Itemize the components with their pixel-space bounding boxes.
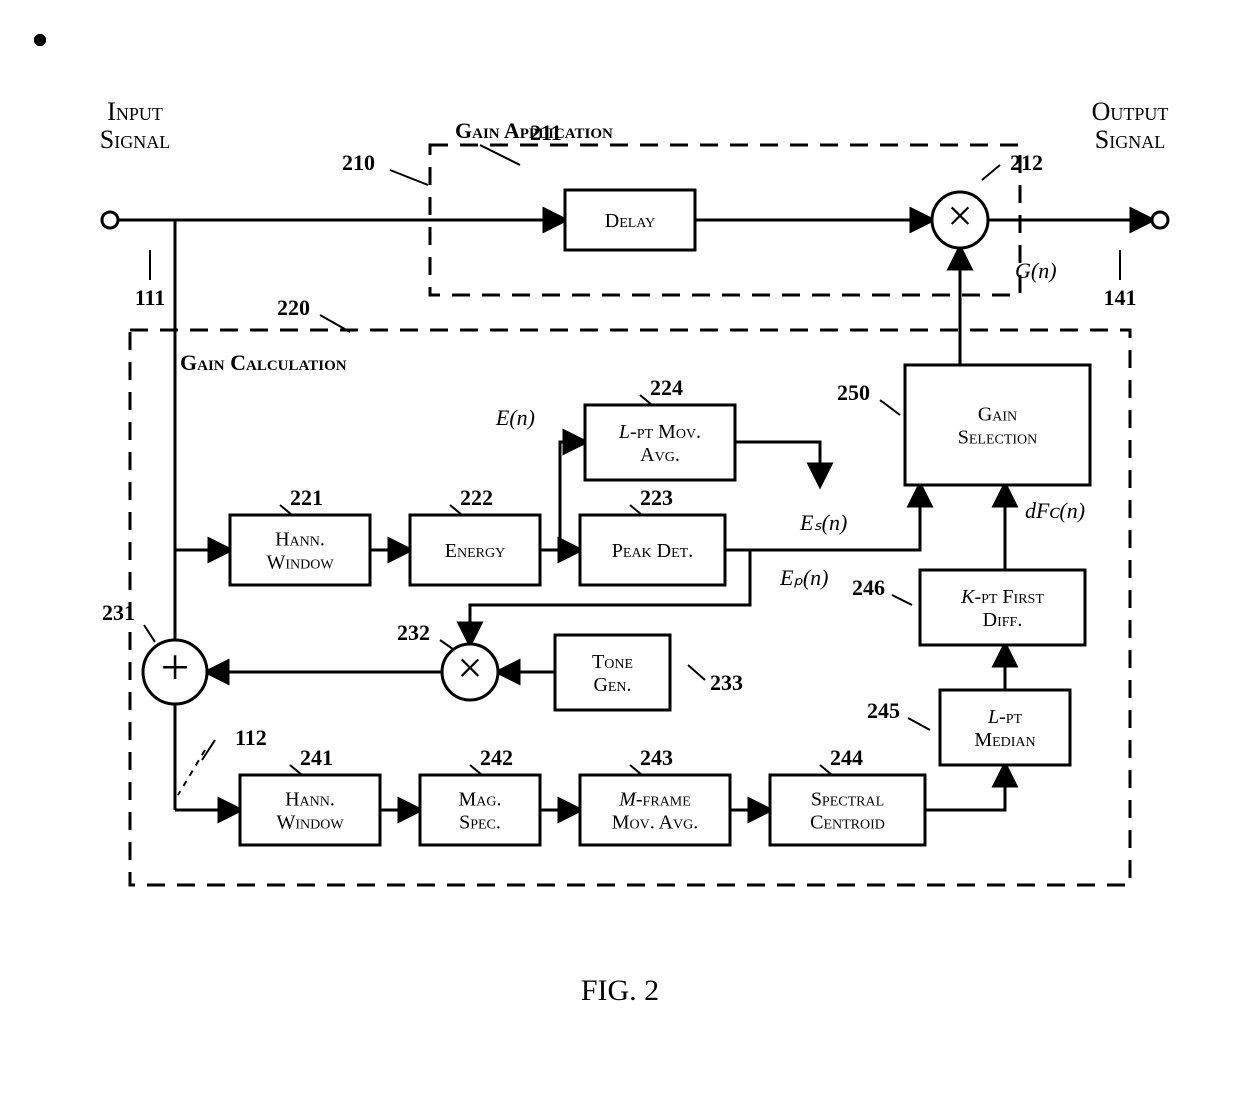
op-mult212-sym: ×	[947, 191, 972, 241]
edge-9	[735, 442, 820, 485]
block-mframe-line1: Mov. Avg.	[612, 812, 699, 834]
text-refs-r243: 243	[640, 745, 673, 770]
text-refs-r233: 233	[710, 670, 743, 695]
text-refs-r222: 222	[460, 485, 493, 510]
block-energy-line0: Energy	[445, 540, 505, 562]
op-mult232-sym: ×	[457, 643, 482, 693]
ref-tick-2	[982, 165, 1000, 180]
text-labels-Esn: Eₛ(n)	[799, 510, 847, 535]
text-refs-r141: 141	[1104, 285, 1137, 310]
text-refs-r112: 112	[235, 725, 267, 750]
ref-tick-16	[880, 400, 900, 415]
block-kfd-line1: Diff.	[983, 609, 1023, 631]
text-labels-input_top: Input	[107, 97, 163, 126]
block-spec-line1: Centroid	[810, 812, 885, 834]
text-refs-r212: 212	[1010, 150, 1043, 175]
ref-tick-9	[688, 665, 705, 680]
block-mag-line0: Mag.	[458, 789, 501, 811]
block-delay-line0: Delay	[605, 210, 655, 232]
text-labels-gain_calc: Gain Calculation	[180, 350, 347, 375]
port-in	[102, 212, 118, 228]
text-labels-Epn: Eₚ(n)	[779, 565, 829, 590]
edge-19	[925, 765, 1005, 810]
text-refs-r242: 242	[480, 745, 513, 770]
text-refs-r223: 223	[640, 485, 673, 510]
junction-5	[34, 34, 46, 46]
text-refs-r210: 210	[342, 150, 375, 175]
block-diagram: DelayGainSelectionHann.WindowEnergyPeak …	[0, 0, 1240, 1107]
ref-tick-0	[390, 170, 428, 185]
ref-112-dash	[178, 750, 205, 795]
op-add231-sym: +	[161, 639, 190, 696]
text-labels-Gn: G(n)	[1015, 258, 1057, 283]
block-tone-line1: Gen.	[593, 674, 631, 696]
block-kfd-line0: K-pt First	[960, 586, 1044, 608]
block-hann2-line0: Hann.	[285, 789, 335, 811]
block-tone-line0: Tone	[592, 651, 633, 673]
text-refs-r250: 250	[837, 380, 870, 405]
block-spec-line0: Spectral	[811, 789, 884, 811]
text-refs-r211: 211	[530, 120, 562, 145]
text-refs-r244: 244	[830, 745, 863, 770]
figure-label: FIG. 2	[581, 974, 659, 1007]
text-refs-r224: 224	[650, 375, 683, 400]
block-lmed-line0: L-pt	[987, 706, 1023, 728]
text-refs-r246: 246	[852, 575, 885, 600]
ref-tick-1	[480, 145, 520, 165]
text-refs-r232: 232	[397, 620, 430, 645]
block-hann2-line1: Window	[276, 812, 344, 834]
block-gain_sel-line1: Selection	[958, 427, 1038, 449]
block-hann1-line0: Hann.	[275, 529, 325, 551]
text-labels-dFc: dFᴄ(n)	[1025, 498, 1085, 523]
ref-tick-14	[908, 718, 930, 730]
text-refs-r111: 111	[135, 285, 166, 310]
block-mag-line1: Spec.	[459, 812, 501, 834]
block-lmov-line1: Avg.	[640, 444, 680, 466]
text-labels-output_top: Output	[1092, 97, 1169, 126]
block-lmov-line0: L-pt Mov.	[618, 421, 701, 443]
text-refs-r231: 231	[102, 600, 135, 625]
text-labels-output_bot: Signal	[1095, 125, 1165, 154]
ref-tick-15	[892, 595, 912, 605]
port-out	[1152, 212, 1168, 228]
block-lmed-line1: Median	[974, 729, 1035, 751]
text-refs-r245: 245	[867, 698, 900, 723]
text-labels-input_bot: Signal	[100, 125, 170, 154]
ref-tick-20	[144, 625, 155, 642]
block-hann1-line1: Window	[266, 552, 334, 574]
text-refs-r221: 221	[290, 485, 323, 510]
block-mframe-line0: M-frame	[618, 789, 691, 811]
block-gain_sel-line0: Gain	[978, 404, 1017, 426]
text-labels-En: E(n)	[495, 405, 535, 430]
text-refs-r241: 241	[300, 745, 333, 770]
text-refs-r220: 220	[277, 295, 310, 320]
block-peak-line0: Peak Det.	[612, 540, 693, 562]
